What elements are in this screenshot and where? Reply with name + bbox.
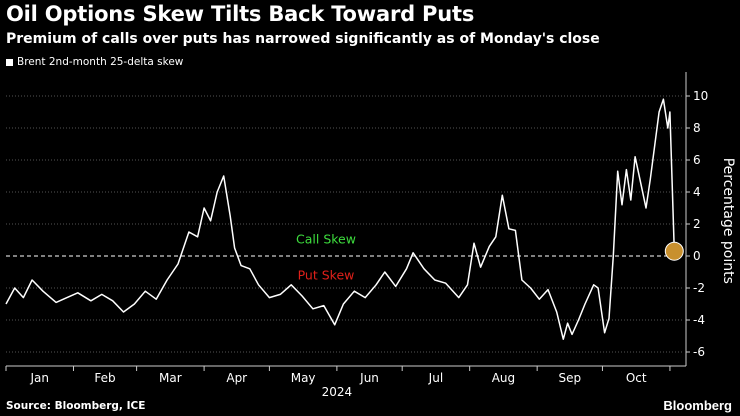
annotation-call-skew: Call Skew (296, 231, 356, 246)
chart-subtitle: Premium of calls over puts has narrowed … (6, 31, 600, 47)
y-tick-label: -2 (693, 281, 705, 295)
chart-title: Oil Options Skew Tilts Back Toward Puts (6, 2, 475, 26)
y-tick-label: -6 (693, 345, 705, 359)
y-tick-label: 0 (693, 249, 701, 263)
x-tick-label: Sep (558, 371, 581, 385)
x-tick-label: Jul (428, 371, 443, 385)
last-value-marker (664, 241, 684, 261)
series-line-brent-skew (5, 98, 676, 340)
annotation-put-skew: Put Skew (298, 267, 355, 282)
y-tick-label: 8 (693, 121, 701, 135)
y-tick-label: 10 (693, 89, 708, 103)
gridlines (6, 95, 683, 353)
legend-label: Brent 2nd-month 25-delta skew (17, 56, 184, 68)
y-tick-label: 4 (693, 185, 701, 199)
y-axis-label: Percentage points (720, 158, 736, 284)
legend: Brent 2nd-month 25-delta skew (6, 56, 183, 68)
y-tick-label: 6 (693, 153, 701, 167)
x-tick-label: Feb (94, 371, 115, 385)
y-tick-label: -4 (693, 313, 705, 327)
x-tick-label: May (291, 371, 316, 385)
source-note: Source: Bloomberg, ICE (6, 400, 146, 412)
year-label: 2024 (322, 385, 353, 399)
y-tick-label: 2 (693, 217, 701, 231)
bloomberg-logo: Bloomberg (663, 398, 732, 413)
legend-swatch (6, 58, 13, 66)
series-lines (5, 98, 684, 340)
x-tick-label: Apr (226, 371, 247, 385)
x-tick-label: Mar (159, 371, 182, 385)
x-tick-label: Aug (492, 371, 515, 385)
annotations: Call Skew Put Skew (296, 231, 356, 282)
x-axis: Jan Feb Mar Apr May Jun Jul Aug Sep Oct 2024 (5, 365, 686, 399)
y-axis: -6 -4 -2 0 2 4 6 8 10 Percentage points (685, 72, 736, 366)
x-tick-label: Oct (626, 371, 647, 385)
x-tick-label: Jun (359, 371, 379, 385)
x-tick-label: Jan (29, 371, 49, 385)
